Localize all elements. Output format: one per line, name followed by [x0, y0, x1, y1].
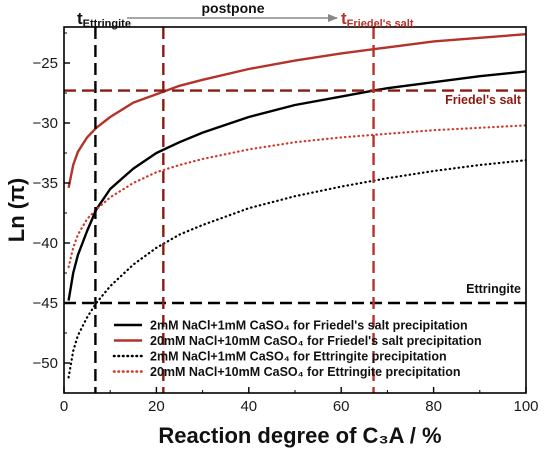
series-layer [67, 33, 526, 379]
postpone-label: postpone [202, 0, 265, 16]
t-ettringite-main: t [77, 9, 83, 28]
svg-text:tFriedel's salt: tFriedel's salt [341, 9, 414, 30]
annotation-t-ettringite: tEttringite [77, 9, 131, 30]
y-axis: −50 −45 −40 −35 −30 −25 [33, 32, 70, 394]
t-ettringite-sub: Ettringite [83, 18, 131, 30]
t-friedel-main: t [341, 9, 347, 28]
x-tick-label-40: 40 [240, 398, 257, 415]
x-tick-label-100: 100 [513, 398, 538, 415]
series-line-2 [67, 33, 526, 189]
x-axis-title: Reaction degree of C₃A / % [158, 423, 441, 448]
x-tick-label-80: 80 [425, 398, 442, 415]
y-tick-label--50: −50 [33, 355, 58, 372]
y-axis-title: Ln (π) [4, 178, 29, 243]
series-line-1 [67, 70, 526, 301]
x-tick-label-20: 20 [148, 398, 165, 415]
y-tick-label--30: −30 [33, 115, 58, 132]
legend-label-4: 20mM NaCl+10mM CaSO₄ for Ettringite prec… [150, 365, 461, 379]
y-tick-label--35: −35 [33, 175, 58, 192]
svg-text:tEttringite: tEttringite [77, 9, 131, 30]
legend-label-2: 20mM NaCl+10mM CaSO₄ for Friedel's salt … [150, 334, 482, 348]
y-tick-label--40: −40 [33, 235, 58, 252]
t-friedel-sub: Friedel's salt [347, 18, 414, 30]
x-tick-label-0: 0 [60, 398, 68, 415]
annotation-t-friedel: tFriedel's salt [341, 9, 414, 30]
ettringite-line-label: Ettringite [466, 282, 521, 296]
series-line-4 [67, 124, 526, 269]
reference-layer [64, 27, 526, 393]
y-tick-label--45: −45 [33, 295, 58, 312]
series-line-3 [67, 159, 526, 379]
legend: 2mM NaCl+1mM CaSO₄ for Friedel's salt pr… [112, 319, 482, 379]
x-axis: 0 20 40 60 80 100 [60, 387, 539, 415]
y-tick-label--25: −25 [33, 55, 58, 72]
legend-label-1: 2mM NaCl+1mM CaSO₄ for Friedel's salt pr… [150, 319, 468, 333]
legend-label-3: 2mM NaCl+1mM CaSO₄ for Ettringite precip… [150, 350, 447, 364]
x-tick-label-60: 60 [333, 398, 350, 415]
friedel-salt-line-label: Friedel's salt [445, 93, 522, 107]
